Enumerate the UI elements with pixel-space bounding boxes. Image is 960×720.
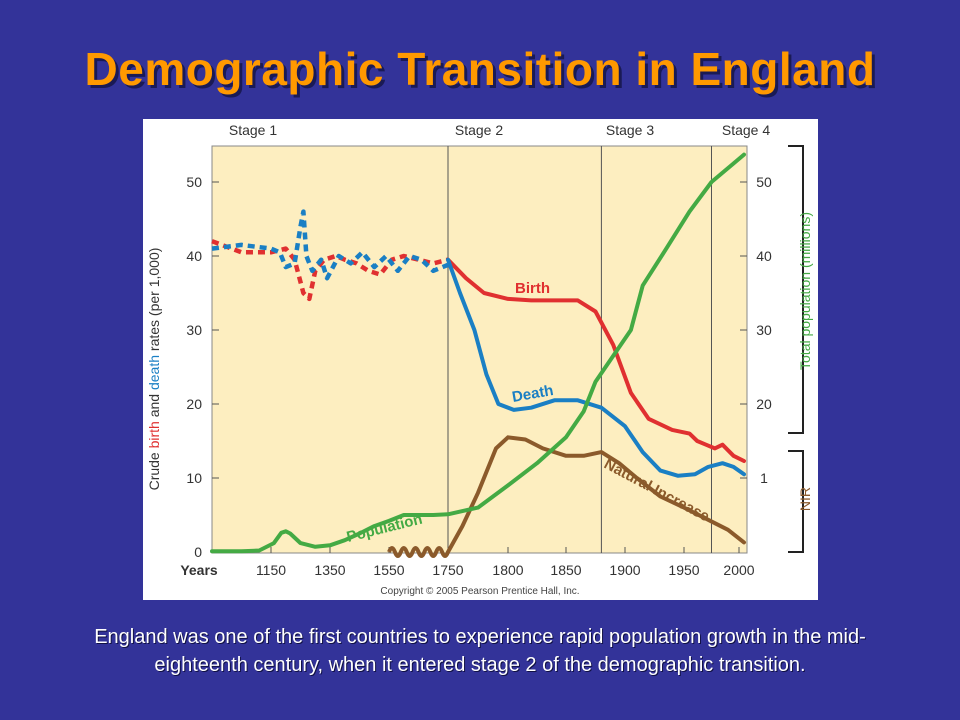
x-tick-label: 1150 — [256, 562, 286, 578]
demographic-transition-chart: Stage 1 Stage 2 Stage 3 Stage 4 0 10 20 30 40 50 1… — [143, 119, 818, 600]
natural-increase-wavy-line — [387, 546, 450, 558]
x-tick-label: 1550 — [373, 562, 404, 578]
population-bracket — [788, 145, 804, 434]
x-tick-label: 1750 — [432, 562, 463, 578]
y-tick-label: 10 — [186, 470, 202, 486]
y-axis-label-part: death — [146, 355, 162, 390]
x-tick-label: 2000 — [723, 562, 754, 578]
y-axis-left-label: Crude birth and death rates (per 1,000) — [146, 248, 162, 491]
death-dashed-line — [211, 209, 449, 281]
right-tick-label: 20 — [756, 396, 772, 412]
stage-label: Stage 4 — [722, 122, 770, 138]
x-tick-label: 1350 — [314, 562, 345, 578]
y-axis-label-part: birth — [146, 421, 162, 448]
y-axis-label-part: Crude — [146, 448, 162, 490]
chart-canvas: Stage 1 Stage 2 Stage 3 Stage 4 0 10 20 30 40 50 1… — [146, 122, 813, 597]
y-tick-label: 30 — [186, 322, 202, 338]
y-tick-label: 0 — [194, 544, 202, 560]
x-axis-label: Years — [180, 562, 218, 578]
x-tick-label: 1900 — [609, 562, 640, 578]
x-tick-label: 1800 — [492, 562, 523, 578]
stage-label: Stage 1 — [229, 122, 277, 138]
nir-bracket — [788, 450, 804, 553]
y-axis-label-part: rates (per 1,000) — [146, 248, 162, 355]
natural-increase-line — [446, 435, 746, 554]
plot-frame — [211, 145, 748, 554]
x-tick-label: 1950 — [668, 562, 699, 578]
right-tick-label: 30 — [756, 322, 772, 338]
death-line — [446, 257, 746, 478]
stage-label: Stage 2 — [455, 122, 503, 138]
slide-caption: England was one of the first countries t… — [94, 626, 866, 676]
series-annotation: Birth — [515, 280, 550, 297]
birth-dashed-line — [211, 239, 449, 302]
x-tick-label: 1850 — [550, 562, 581, 578]
y-tick-label: 50 — [186, 174, 202, 190]
y-tick-label: 20 — [186, 396, 202, 412]
copyright-text: Copyright © 2005 Pearson Prentice Hall, … — [380, 586, 579, 597]
y-tick-label: 40 — [186, 248, 202, 264]
series-annotation: Death — [511, 382, 555, 406]
population-line — [210, 152, 746, 554]
right-tick-label: 1 — [760, 470, 768, 486]
y-axis-right-label: Total population (millions) — [797, 212, 813, 370]
slide-title: Demographic Transition in England — [84, 43, 876, 95]
right-tick-label: 40 — [756, 248, 772, 264]
nir-label: NIR — [797, 487, 813, 511]
stage-label: Stage 3 — [606, 122, 654, 138]
right-tick-label: 50 — [756, 174, 772, 190]
y-axis-label-part: and — [146, 390, 162, 421]
birth-line — [446, 257, 746, 463]
